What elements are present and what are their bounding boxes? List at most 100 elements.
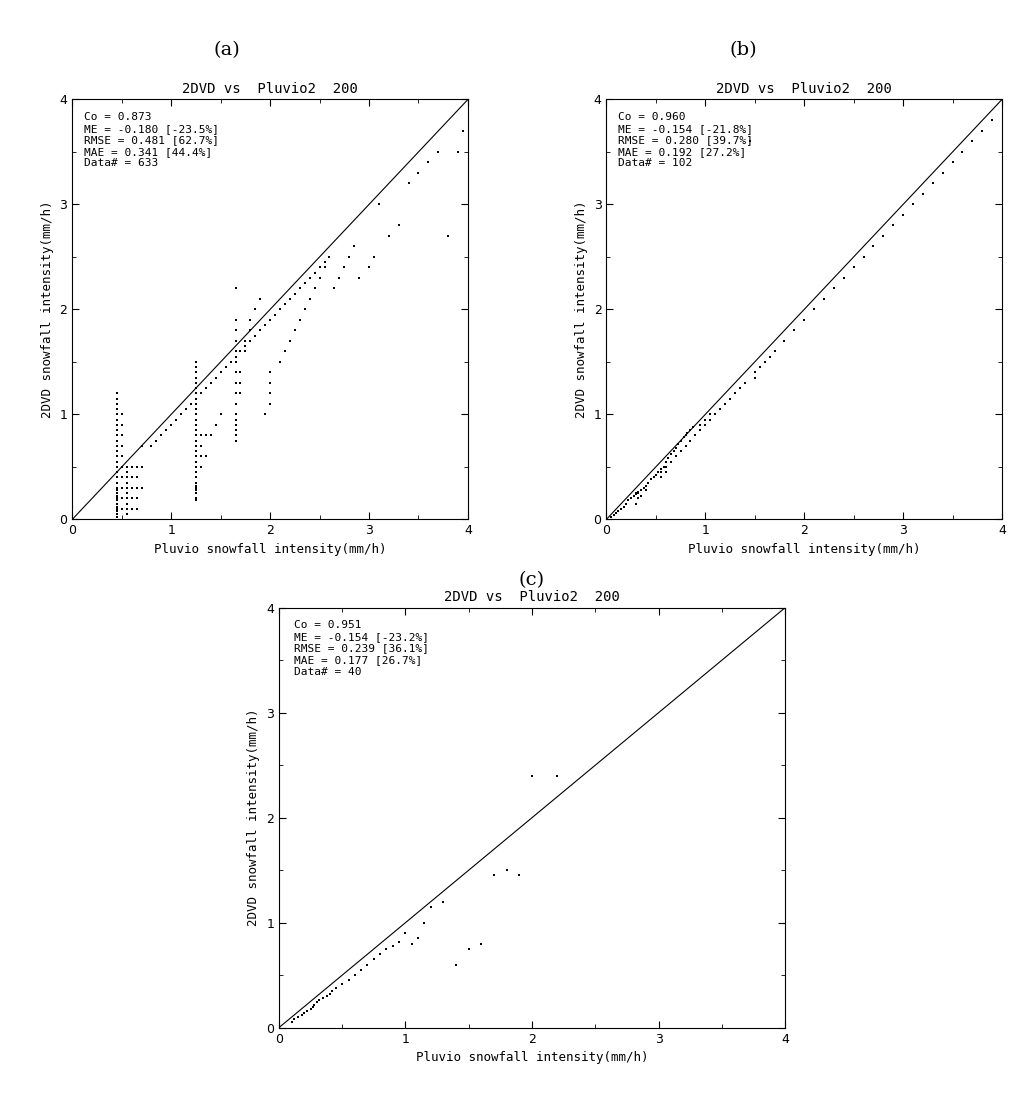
Point (776, 332, 792, 349)
Point (108, 474, 125, 492)
Point (261, 373, 278, 391)
Point (128, 469, 145, 486)
Point (473, 935, 490, 953)
Point (261, 312, 278, 329)
Point (390, 933, 407, 950)
Text: (a): (a) (214, 41, 241, 59)
Point (766, 343, 783, 360)
Point (108, 421, 125, 439)
Point (296, 301, 313, 318)
Point (722, 390, 739, 408)
Point (751, 358, 768, 376)
Point (291, 280, 308, 297)
Point (119, 484, 135, 502)
Point (925, 175, 941, 192)
Point (659, 450, 676, 467)
Point (511, 866, 528, 884)
Point (332, 269, 348, 286)
Point (114, 469, 130, 486)
Point (639, 474, 656, 492)
Point (825, 280, 842, 297)
Point (188, 411, 205, 429)
Point (257, 316, 274, 334)
Point (311, 259, 327, 276)
Point (420, 154, 437, 171)
Text: (c): (c) (519, 571, 545, 589)
Point (628, 485, 645, 503)
Point (188, 474, 205, 492)
Point (114, 438, 130, 455)
Point (188, 490, 205, 507)
Point (667, 439, 684, 456)
Point (227, 322, 244, 339)
Point (611, 502, 627, 519)
Point (914, 185, 931, 203)
Point (626, 487, 643, 505)
Point (336, 259, 352, 276)
Point (845, 259, 862, 276)
Point (257, 406, 274, 423)
Point (188, 432, 205, 450)
Point (816, 290, 833, 307)
Point (371, 196, 387, 213)
Point (114, 427, 130, 444)
Point (648, 466, 664, 484)
Point (672, 432, 689, 450)
Point (657, 453, 674, 471)
Point (108, 432, 125, 450)
Point (282, 290, 299, 307)
Point (866, 238, 882, 255)
Point (303, 1000, 319, 1018)
Point (197, 427, 214, 444)
Point (302, 269, 318, 286)
Point (133, 480, 150, 497)
Point (188, 481, 205, 498)
Y-axis label: 2DVD snowfall intensity(mm/h): 2DVD snowfall intensity(mm/h) (248, 709, 260, 926)
Point (676, 429, 692, 446)
Point (697, 411, 714, 429)
Point (188, 469, 205, 486)
Point (188, 354, 205, 371)
Point (108, 390, 125, 408)
Point (108, 457, 125, 475)
Point (108, 463, 125, 481)
Point (227, 348, 244, 366)
Point (108, 406, 125, 423)
X-axis label: Pluvio snowfall intensity(mm/h): Pluvio snowfall intensity(mm/h) (415, 1051, 649, 1064)
Point (836, 269, 852, 286)
Point (293, 1007, 310, 1024)
Point (323, 982, 340, 1000)
Point (123, 490, 139, 507)
Point (702, 406, 719, 423)
Point (119, 499, 135, 517)
Point (108, 508, 125, 526)
Point (158, 421, 175, 439)
Point (742, 133, 758, 150)
Point (747, 369, 763, 387)
Point (404, 935, 420, 953)
Point (299, 1002, 315, 1020)
Point (108, 438, 125, 455)
Point (188, 438, 205, 455)
Point (247, 327, 263, 345)
Point (227, 354, 244, 371)
Point (188, 358, 205, 376)
Point (895, 206, 911, 223)
Point (119, 480, 135, 497)
Point (635, 480, 652, 497)
Point (232, 373, 249, 391)
Point (283, 1013, 300, 1031)
Point (410, 929, 427, 947)
Point (692, 415, 709, 433)
Point (108, 480, 125, 497)
Point (341, 248, 357, 265)
Point (252, 290, 269, 307)
Point (188, 448, 205, 465)
Point (227, 427, 244, 444)
Point (430, 143, 446, 160)
Y-axis label: 2DVD snowfall intensity(mm/h): 2DVD snowfall intensity(mm/h) (41, 201, 54, 418)
Point (682, 432, 698, 450)
Point (163, 415, 180, 433)
Point (327, 979, 344, 997)
Point (128, 480, 145, 497)
